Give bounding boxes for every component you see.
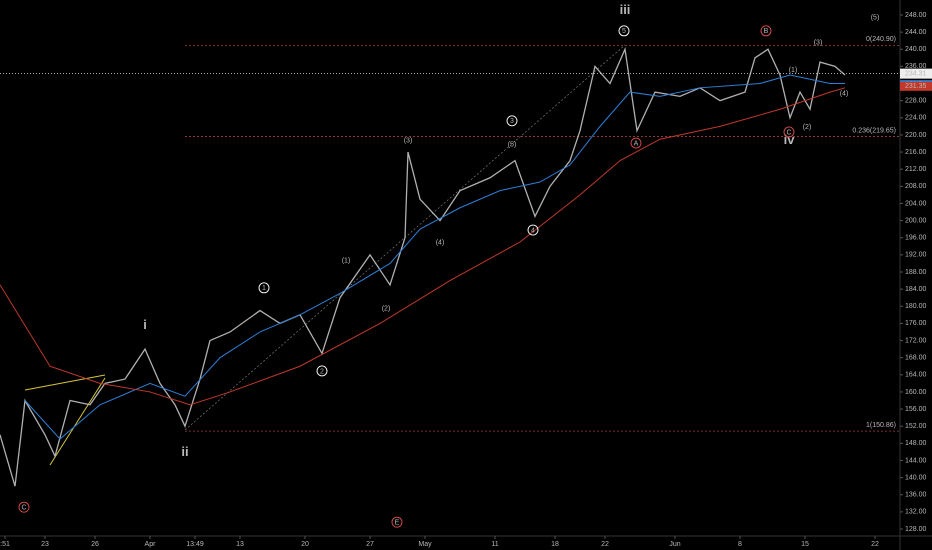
y-tick-label: 240.00 xyxy=(905,46,927,53)
last-price-tag xyxy=(900,68,932,79)
x-tick-label: 18 xyxy=(551,541,559,548)
x-tick-label: 13:49 xyxy=(186,541,204,548)
wave-circle xyxy=(760,25,772,37)
wave-circle xyxy=(506,115,518,127)
wave-label: (4) xyxy=(436,239,445,246)
y-tick-label: 224.00 xyxy=(905,115,927,122)
triangle-lower xyxy=(49,377,106,466)
x-tick-label: 23 xyxy=(41,541,49,548)
y-tick-label: 140.00 xyxy=(905,474,927,481)
wave-label: (5) xyxy=(508,141,517,148)
x-tick-label: 27 xyxy=(366,541,374,548)
wave-circle xyxy=(258,282,270,294)
wave-label: 1 xyxy=(262,285,266,292)
wave-label: (3) xyxy=(404,137,413,144)
x-tick-label: :51 xyxy=(0,541,10,548)
price-tag xyxy=(900,81,932,91)
wave-label: E xyxy=(395,520,400,527)
fib-level-label: 0(240.90) xyxy=(866,36,896,43)
wave-label: iv xyxy=(784,132,796,147)
wave-label: 4 xyxy=(531,227,535,234)
y-tick-label: 216.00 xyxy=(905,149,927,156)
y-tick-label: 208.00 xyxy=(905,183,927,190)
y-tick-label: 204.00 xyxy=(905,200,927,207)
y-tick-label: 152.00 xyxy=(905,423,927,430)
wave-label: C xyxy=(21,505,26,512)
series-line xyxy=(0,46,846,487)
x-tick-label: Jun xyxy=(669,541,680,548)
y-tick-label: 164.00 xyxy=(905,372,927,379)
wave-label: (3) xyxy=(814,39,823,46)
x-tick-label: 8 xyxy=(738,541,742,548)
y-tick-label: 196.00 xyxy=(905,235,927,242)
wave-circle xyxy=(391,516,403,528)
wave-label: ii xyxy=(181,444,188,459)
fib-level-label: 0.236(219.65) xyxy=(852,127,896,134)
x-tick-label: 11 xyxy=(491,541,498,548)
series-line xyxy=(24,74,845,440)
x-tick-label: 13 xyxy=(236,541,244,548)
wave-label: (2) xyxy=(382,305,391,312)
y-tick-label: 176.00 xyxy=(905,320,927,327)
series-line xyxy=(0,87,846,406)
wave-circle xyxy=(316,365,328,377)
wave-label: i xyxy=(143,317,147,332)
y-tick-label: 220.00 xyxy=(905,132,927,139)
wave-circle xyxy=(527,224,539,236)
wave-label: (1) xyxy=(789,67,798,74)
x-tick-label: Apr xyxy=(145,541,157,548)
fib-level-label: 1(150.86) xyxy=(866,422,896,429)
wave-circle xyxy=(18,501,30,513)
wave-label: (2) xyxy=(803,124,812,131)
y-tick-label: 128.00 xyxy=(905,526,927,533)
y-tick-label: 244.00 xyxy=(905,29,927,36)
wave-label: 2 xyxy=(320,368,324,375)
y-tick-label: 228.00 xyxy=(905,98,927,105)
wave-label: A xyxy=(634,140,639,147)
y-tick-label: 180.00 xyxy=(905,303,927,310)
wave-circle xyxy=(618,25,630,37)
y-tick-label: 172.00 xyxy=(905,337,927,344)
x-tick-label: 22 xyxy=(871,541,879,548)
y-tick-label: 184.00 xyxy=(905,286,927,293)
y-tick-label: 136.00 xyxy=(905,492,927,499)
y-tick-label: 236.00 xyxy=(905,63,927,70)
y-tick-label: 168.00 xyxy=(905,355,927,362)
price-tag-label: 231.35 xyxy=(905,83,927,90)
triangle-upper xyxy=(24,374,106,391)
y-tick-label: 188.00 xyxy=(905,269,927,276)
wave-label: B xyxy=(764,28,769,35)
wave-circle xyxy=(783,126,795,138)
x-tick-label: 26 xyxy=(91,541,99,548)
wave-label: iii xyxy=(620,2,631,17)
y-tick-label: 192.00 xyxy=(905,252,927,259)
x-tick-label: 20 xyxy=(301,541,309,548)
y-tick-label: 200.00 xyxy=(905,217,927,224)
y-tick-label: 212.00 xyxy=(905,166,927,173)
x-tick-label: May xyxy=(418,541,432,548)
y-tick-label: 132.00 xyxy=(905,509,927,516)
x-tick-label: 22 xyxy=(601,541,609,548)
wave-label: 5 xyxy=(622,28,626,35)
y-tick-label: 248.00 xyxy=(905,12,927,19)
y-tick-label: 148.00 xyxy=(905,440,927,447)
wave-label: C xyxy=(786,129,791,136)
wave-label: (1) xyxy=(342,257,351,264)
wave-label: (5) xyxy=(871,14,880,21)
y-tick-label: 156.00 xyxy=(905,406,927,413)
wave-circle xyxy=(630,137,642,149)
x-tick-label: 15 xyxy=(801,541,809,548)
y-tick-label: 144.00 xyxy=(905,457,927,464)
y-tick-label: 160.00 xyxy=(905,389,927,396)
last-price-label: 234.31 xyxy=(905,70,927,77)
wave-label: 3 xyxy=(510,118,514,125)
wave-label: (4) xyxy=(840,90,849,97)
